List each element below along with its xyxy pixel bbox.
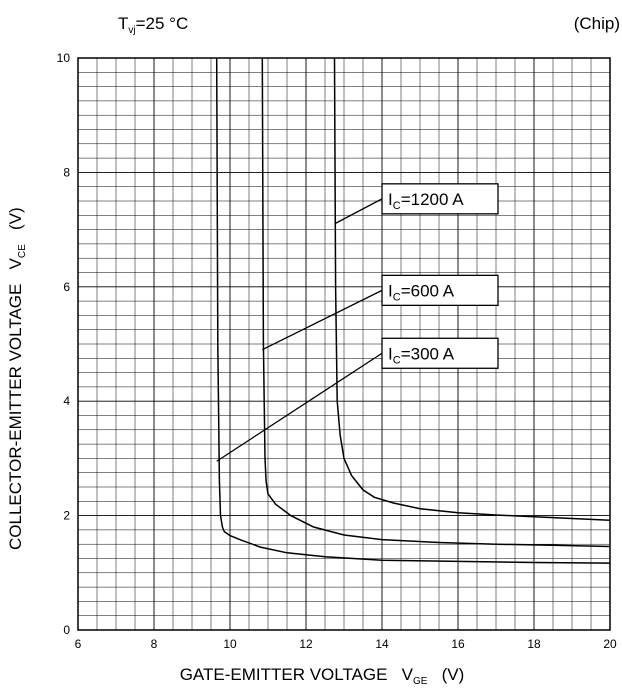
x-tick-label: 20 xyxy=(603,637,617,651)
y-axis-label: COLLECTOR-EMITTER VOLTAGE xyxy=(6,283,25,550)
x-axis-unit: (V) xyxy=(441,665,465,684)
y-tick-label: 8 xyxy=(63,165,70,179)
x-axis-symbol-sub: GE xyxy=(413,676,428,688)
x-tick-label: 14 xyxy=(375,637,389,651)
y-tick-label: 4 xyxy=(63,394,70,408)
y-axis-unit: (V) xyxy=(6,207,25,231)
x-axis-symbol: V xyxy=(401,665,413,684)
annotation-leader xyxy=(262,289,383,351)
y-tick-label: 10 xyxy=(57,51,71,65)
condition-sub: vj xyxy=(128,25,136,37)
series-line-1 xyxy=(261,57,611,548)
x-tick-label: 8 xyxy=(151,637,158,651)
y-axis-symbol-sub: CE xyxy=(17,244,29,259)
annotation-box xyxy=(381,274,499,307)
series-line-2 xyxy=(333,57,611,521)
y-axis-symbol: V xyxy=(6,258,25,270)
annotation-box xyxy=(381,337,499,369)
condition-main: T xyxy=(118,14,129,33)
x-axis-title: GATE-EMITTER VOLTAGE VGE (V) xyxy=(0,665,622,687)
scope-text: (Chip) xyxy=(573,14,620,33)
series-line-0 xyxy=(215,57,611,564)
condition-label: Tvj=25 °C xyxy=(118,14,188,36)
annotation-leader xyxy=(334,198,383,225)
series-label: IC=1200 A xyxy=(388,190,464,212)
y-tick-label: 2 xyxy=(63,509,70,523)
x-axis-label: GATE-EMITTER VOLTAGE xyxy=(179,665,388,684)
x-tick-label: 10 xyxy=(223,637,237,651)
series-label: IC=600 A xyxy=(388,281,455,303)
tick-labels: 6 8 10 12 14 16 18 20 0 2 4 6 8 10 xyxy=(57,51,617,651)
annotation-box xyxy=(381,183,499,215)
annotation-leader xyxy=(216,352,383,462)
curves xyxy=(215,57,611,564)
x-tick-label: 12 xyxy=(299,637,313,651)
y-tick-label: 6 xyxy=(63,280,70,294)
x-tick-label: 6 xyxy=(75,637,82,651)
y-tick-label: 0 xyxy=(63,623,70,637)
annotations: IC=1200 A IC=600 A IC=300 A xyxy=(216,183,499,462)
x-tick-label: 18 xyxy=(527,637,541,651)
x-tick-label: 16 xyxy=(451,637,465,651)
y-axis-title: COLLECTOR-EMITTER VOLTAGE VCE (V) xyxy=(6,150,28,550)
series-label: IC=300 A xyxy=(388,344,455,366)
scope-label: (Chip) xyxy=(574,14,620,34)
plot-frame xyxy=(77,57,611,631)
condition-rest: =25 °C xyxy=(135,14,189,33)
